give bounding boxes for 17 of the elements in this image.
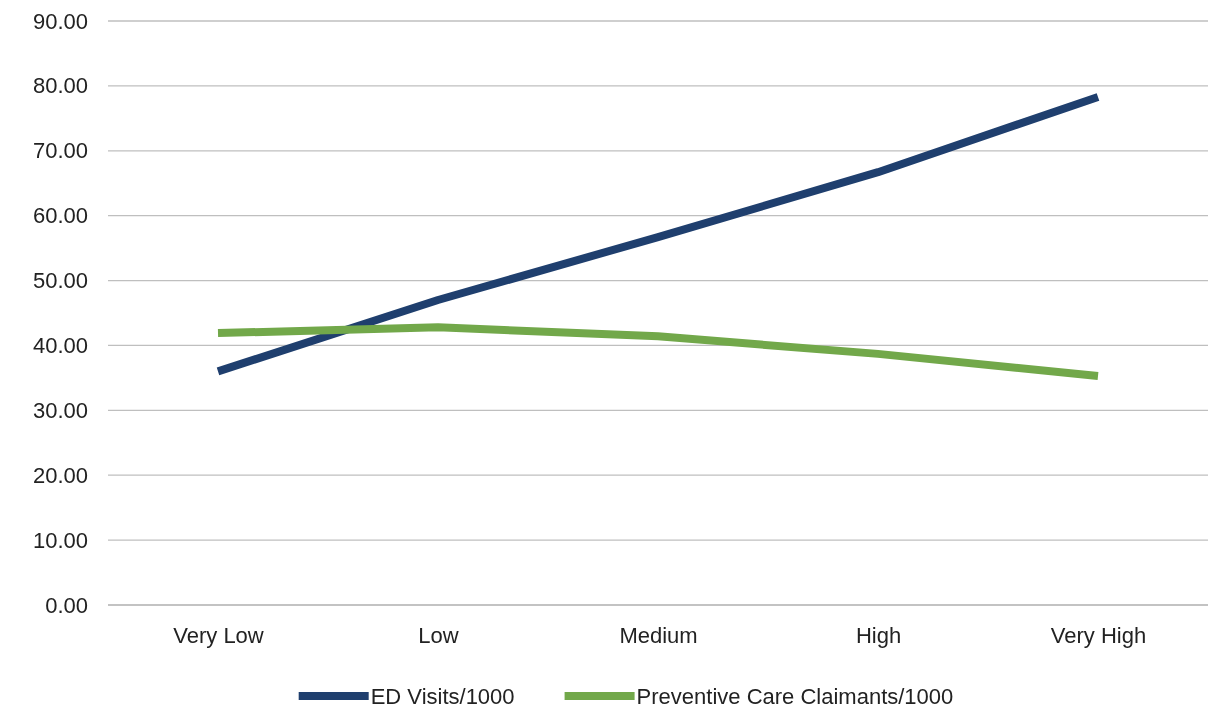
y-tick-label: 50.00 xyxy=(32,268,88,294)
x-tick-label: Low xyxy=(418,622,459,648)
x-tick-label: Very High xyxy=(1050,622,1147,648)
y-tick-label: 0.00 xyxy=(45,592,88,618)
legend-label: Preventive Care Claimants/1000 xyxy=(636,683,954,709)
x-tick-label: Very Low xyxy=(173,622,264,648)
x-tick-label: Medium xyxy=(619,622,698,648)
y-tick-label: 80.00 xyxy=(32,73,88,99)
y-tick-label: 40.00 xyxy=(32,332,88,358)
y-tick-label: 20.00 xyxy=(32,462,88,488)
x-tick-label: High xyxy=(855,622,902,648)
y-tick-label: 90.00 xyxy=(32,8,88,34)
y-tick-label: 30.00 xyxy=(32,397,88,423)
legend-label: ED Visits/1000 xyxy=(370,683,515,709)
y-tick-label: 60.00 xyxy=(32,203,88,229)
y-tick-label: 10.00 xyxy=(32,527,88,553)
y-tick-label: 70.00 xyxy=(32,138,88,164)
